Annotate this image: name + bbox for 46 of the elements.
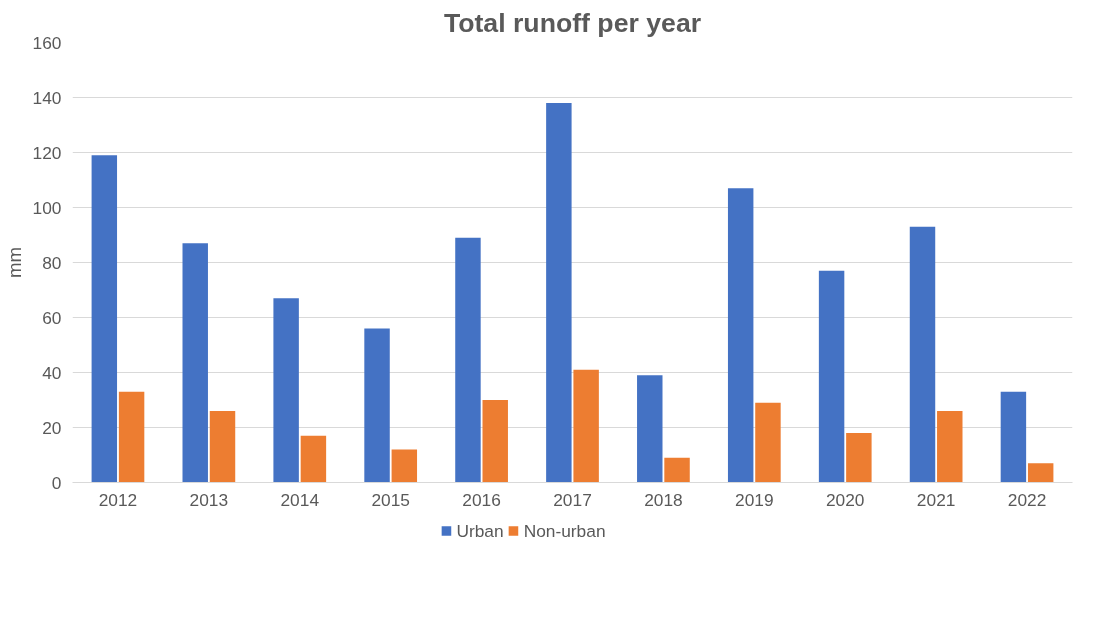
bar <box>455 237 481 483</box>
bar <box>573 369 599 483</box>
bar <box>727 188 754 483</box>
bar <box>637 375 663 483</box>
y-tick-label: 80 <box>42 252 62 273</box>
bar <box>482 400 508 483</box>
bar <box>755 402 781 483</box>
bar <box>118 391 145 483</box>
y-tick-label: 160 <box>32 32 62 53</box>
bar <box>846 433 872 483</box>
x-tick-label: 2014 <box>280 489 320 510</box>
x-tick-label: 2020 <box>825 489 865 510</box>
x-tick-label: 2013 <box>189 489 229 510</box>
bar <box>1027 463 1054 483</box>
x-tick-label: 2022 <box>1007 489 1047 510</box>
x-tick-label: 2019 <box>735 489 774 510</box>
bar <box>182 243 208 483</box>
x-tick-label: 2012 <box>98 489 138 510</box>
bar <box>546 103 572 483</box>
bar <box>364 328 390 483</box>
y-tick-label: 60 <box>42 307 62 328</box>
bar <box>937 411 963 483</box>
bar <box>909 226 936 483</box>
legend-label: Non-urban <box>523 520 606 541</box>
x-tick-label: 2021 <box>916 489 956 510</box>
x-tick-label: 2016 <box>462 489 501 510</box>
x-tick-label: 2017 <box>553 489 592 510</box>
y-axis-title: mm <box>3 246 25 279</box>
bar <box>818 270 845 483</box>
y-tick-label: 0 <box>51 472 62 493</box>
y-tick-label: 120 <box>32 142 62 163</box>
y-tick-label: 20 <box>42 417 62 438</box>
y-tick-label: 100 <box>32 197 62 218</box>
bar <box>273 298 299 483</box>
x-tick-label: 2015 <box>371 489 410 510</box>
bar <box>391 449 418 483</box>
bar <box>209 411 236 483</box>
legend-label: Urban <box>456 520 504 541</box>
x-tick-label: 2018 <box>644 489 683 510</box>
y-tick-label: 140 <box>32 87 62 108</box>
bar <box>1000 391 1027 483</box>
bar <box>91 155 118 483</box>
chart-title: Total runoff per year <box>443 7 702 38</box>
bar <box>300 435 327 483</box>
y-tick-label: 40 <box>42 362 62 383</box>
bar <box>664 457 690 483</box>
